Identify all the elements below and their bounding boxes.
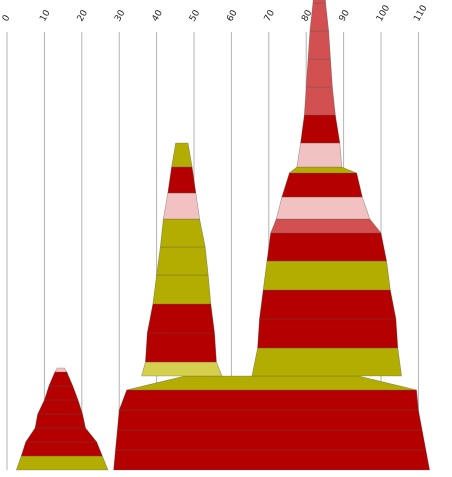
- x-tick-label: 10: [38, 8, 53, 23]
- x-tick-label: 40: [151, 8, 166, 23]
- band-dark-red: [115, 429, 427, 451]
- stack-4: [251, 0, 402, 377]
- band-dark-red: [117, 409, 423, 431]
- stack-2: [113, 375, 430, 471]
- x-tick-label: 20: [76, 8, 91, 23]
- x-tick-label: 100: [375, 3, 392, 23]
- band-coral: [305, 58, 333, 88]
- band-pink: [275, 196, 371, 220]
- band-dark-red: [43, 385, 79, 401]
- band-dark-red: [281, 172, 363, 198]
- x-tick-label: 110: [412, 3, 429, 23]
- x-tick-label: 30: [113, 8, 128, 23]
- stack-1: [15, 367, 109, 471]
- band-dark-red: [37, 399, 83, 415]
- x-tick-label: 50: [188, 8, 203, 23]
- band-dark-red: [300, 114, 341, 144]
- band-olive: [126, 375, 417, 391]
- band-dark-red: [20, 441, 103, 457]
- band-pink: [162, 192, 200, 220]
- x-tick-label: 90: [338, 8, 353, 23]
- band-olive: [160, 218, 206, 248]
- x-tick-label: 0: [1, 13, 13, 23]
- band-dark-red: [257, 318, 399, 349]
- band-olive: [288, 166, 357, 174]
- band-olive: [171, 142, 193, 168]
- band-coral: [304, 86, 336, 116]
- band-light-olive: [141, 361, 223, 377]
- band-dark-red: [34, 413, 86, 429]
- band-pink: [54, 367, 68, 373]
- band-coral: [312, 0, 326, 4]
- band-pink: [296, 142, 343, 168]
- band-dark-red: [25, 427, 98, 443]
- x-axis-tick-labels: 0 10 20 30 40 50 60 70 80 90 100 110: [1, 3, 430, 23]
- band-olive: [152, 274, 212, 305]
- band-dark-red: [48, 371, 74, 387]
- band-coral: [307, 30, 331, 60]
- band-dark-red: [118, 389, 419, 411]
- band-olive: [156, 246, 209, 276]
- band-coral: [270, 218, 382, 234]
- band-dark-red: [266, 232, 387, 262]
- band-dark-red: [113, 449, 430, 471]
- band-olive: [15, 455, 109, 471]
- x-tick-label: 60: [225, 8, 240, 23]
- band-olive: [262, 260, 391, 291]
- stack-3: [141, 142, 223, 377]
- band-dark-red: [167, 166, 197, 194]
- band-dark-red: [146, 303, 215, 334]
- band-dark-red: [259, 289, 397, 320]
- band-dark-red: [145, 332, 217, 363]
- band-coral: [309, 2, 329, 32]
- x-tick-label: 70: [263, 8, 278, 23]
- band-olive: [251, 347, 402, 377]
- stacked-bands: [15, 0, 430, 471]
